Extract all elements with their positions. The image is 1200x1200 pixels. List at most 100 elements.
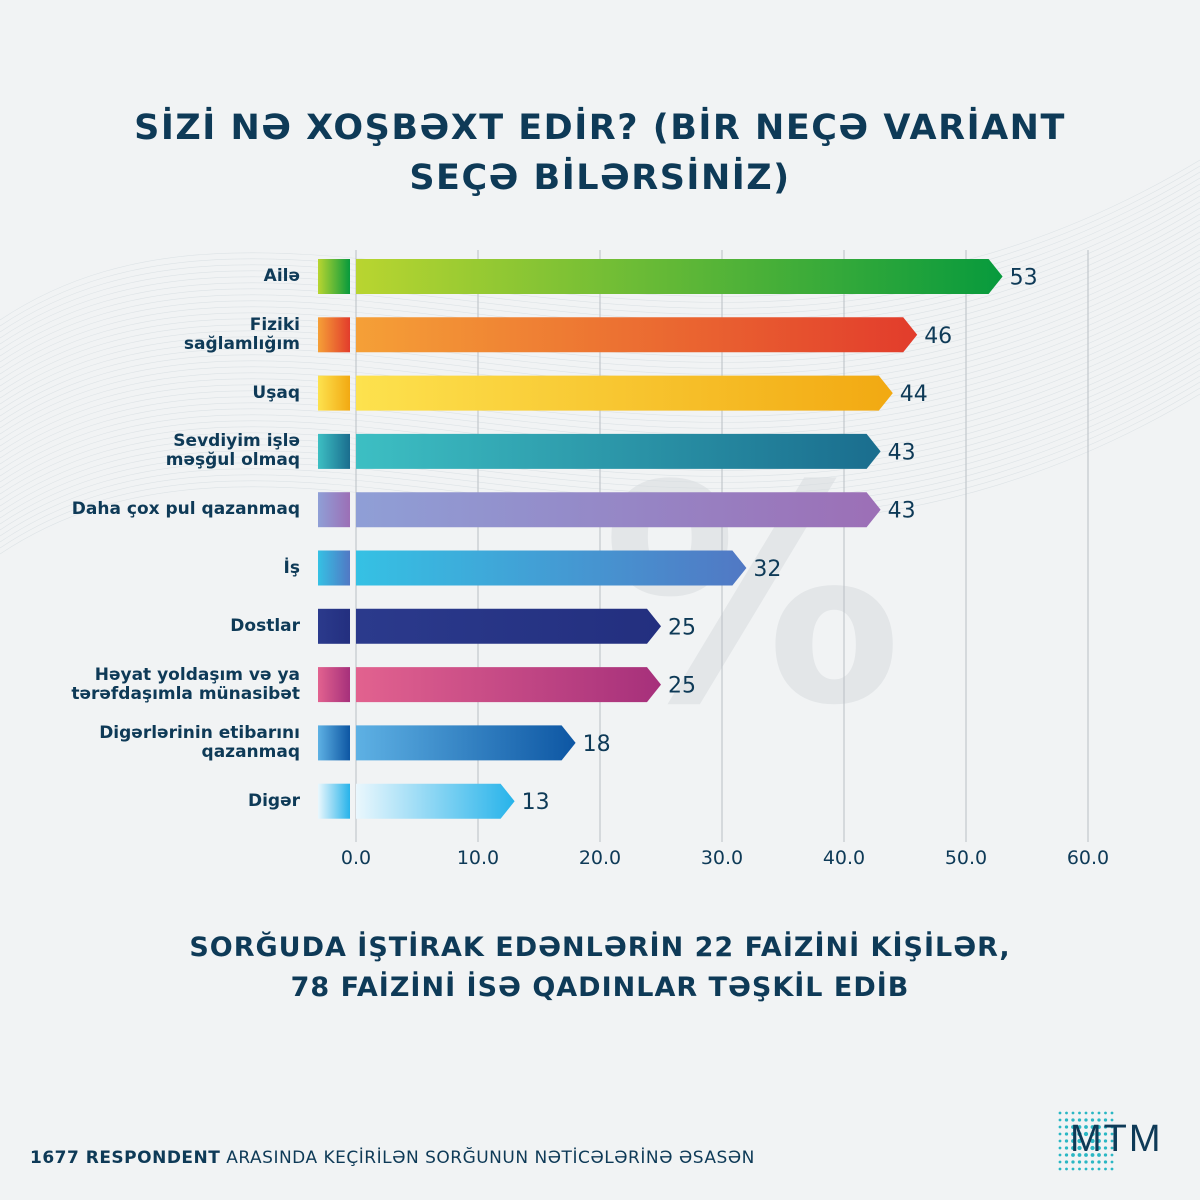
logo-dot <box>1058 1132 1062 1136</box>
bar <box>356 433 881 469</box>
bar-value-label: 18 <box>583 732 611 757</box>
logo-dot <box>1097 1139 1101 1143</box>
source-footnote: 1677 RESPONDENT ARASINDA KEÇİRİLƏN SORĞU… <box>30 1148 755 1168</box>
survey-note: SORĞUDA İŞTİRAK EDƏNLƏRİN 22 FAİZİNİ KİŞ… <box>100 928 1100 1008</box>
logo-dot <box>1058 1160 1062 1164</box>
category-label: Həyat yoldaşım və ya tərəfdaşımla münasib… <box>71 664 300 704</box>
logo-dot <box>1071 1139 1075 1143</box>
bar-legend-swatch <box>318 725 350 761</box>
percent-watermark: % <box>602 422 903 771</box>
logo-dot <box>1083 1145 1089 1151</box>
logo-dot <box>1064 1153 1069 1157</box>
logo-dot <box>1110 1153 1114 1157</box>
logo-dot <box>1071 1160 1075 1164</box>
logo-dot <box>1091 1167 1094 1171</box>
bar-legend-swatch <box>318 550 350 586</box>
logo-dot <box>1058 1153 1062 1157</box>
logo-dot <box>1071 1153 1075 1157</box>
source-text: ARASINDA KEÇİRİLƏN SORĞUNUN NƏTİCƏLƏRİNƏ… <box>226 1148 755 1168</box>
bar <box>356 259 1003 294</box>
logo-dot <box>1078 1167 1081 1171</box>
logo-dot <box>1077 1125 1082 1129</box>
logo-dot <box>1097 1111 1101 1115</box>
bar <box>356 375 893 411</box>
x-tick-label: 30.0 <box>701 847 743 869</box>
bar-value-label: 43 <box>888 440 916 465</box>
logo-dot <box>1064 1125 1069 1129</box>
logo-dot <box>1078 1111 1081 1115</box>
logo-dot <box>1090 1160 1095 1164</box>
logo-dot <box>1077 1160 1082 1164</box>
logo-dot <box>1058 1111 1062 1115</box>
logo-dot <box>1064 1160 1069 1164</box>
bar-value-label: 13 <box>522 790 550 815</box>
logo-dot <box>1103 1160 1108 1164</box>
logo-dot <box>1090 1118 1095 1122</box>
logo-dot <box>1058 1125 1062 1129</box>
logo-dot <box>1064 1132 1069 1136</box>
logo-dot <box>1097 1125 1101 1129</box>
category-label: Digər <box>247 790 300 811</box>
bar-value-label: 43 <box>888 499 916 524</box>
logo-dot <box>1071 1167 1075 1171</box>
x-tick-label: 10.0 <box>457 847 499 869</box>
logo-dot <box>1110 1118 1114 1122</box>
chart-title-line1: SİZİ NƏ XOŞBƏXT EDİR? (BİR NEÇƏ VARİANT <box>134 108 1066 148</box>
logo-dot <box>1064 1146 1069 1150</box>
logo-dot <box>1065 1111 1068 1115</box>
logo-dot <box>1071 1132 1075 1136</box>
category-label: İş <box>283 557 300 578</box>
x-tick-label: 60.0 <box>1067 847 1109 869</box>
bar-legend-swatch <box>318 259 350 294</box>
logo-dot <box>1064 1118 1069 1122</box>
category-label: Digərlərinin etibarını qazanmaq <box>99 722 300 762</box>
x-tick-label: 0.0 <box>341 847 371 869</box>
logo-dot <box>1084 1125 1088 1129</box>
bar <box>356 550 747 586</box>
logo-dot <box>1097 1118 1101 1122</box>
logo-dot <box>1103 1125 1108 1129</box>
category-label: Dostlar <box>230 615 300 636</box>
logo-dot <box>1110 1146 1114 1150</box>
logo-dot <box>1091 1111 1094 1115</box>
logo-dot <box>1110 1167 1114 1171</box>
category-label: Fiziki sağlamlığım <box>183 314 300 354</box>
logo-dot <box>1110 1125 1114 1129</box>
logo-dot <box>1090 1153 1095 1157</box>
logo-dot <box>1104 1111 1107 1115</box>
bar <box>356 317 918 353</box>
logo-dot <box>1090 1131 1095 1137</box>
logo-dot <box>1064 1139 1069 1143</box>
logo-dot <box>1090 1125 1095 1129</box>
bar <box>356 725 576 761</box>
logo-dot <box>1077 1118 1082 1122</box>
bar-legend-swatch <box>318 608 350 644</box>
mtm-logo-text: MTM <box>1070 1118 1163 1160</box>
x-tick-label: 40.0 <box>823 847 865 869</box>
chart-title: SİZİ NƏ XOŞBƏXT EDİR? (BİR NEÇƏ VARİANT … <box>100 103 1100 203</box>
logo-dot <box>1065 1167 1068 1171</box>
logo-dot <box>1058 1167 1062 1171</box>
category-label: Sevdiyim işlə məşğul olmaq <box>165 431 300 471</box>
category-label: Ailə <box>263 266 300 286</box>
logo-dot <box>1103 1146 1108 1150</box>
bar-legend-swatch <box>318 783 350 819</box>
logo-dot <box>1103 1153 1108 1157</box>
x-tick-label: 50.0 <box>945 847 987 869</box>
logo-dot <box>1058 1139 1062 1143</box>
logo-dot <box>1077 1131 1082 1137</box>
x-tick-label: 20.0 <box>579 847 621 869</box>
logo-dot <box>1083 1131 1089 1137</box>
bar-legend-swatch <box>318 667 350 703</box>
logo-dot <box>1084 1153 1088 1157</box>
category-label: Daha çox pul qazanmaq <box>71 499 300 520</box>
logo-dot <box>1071 1146 1075 1150</box>
bar-value-label: 44 <box>900 382 928 407</box>
logo-dot <box>1077 1145 1082 1151</box>
bar-value-label: 32 <box>753 557 781 582</box>
logo-dot <box>1084 1160 1088 1164</box>
bar-legend-swatch <box>318 375 350 411</box>
logo-dot <box>1084 1118 1088 1122</box>
bar <box>356 608 661 644</box>
